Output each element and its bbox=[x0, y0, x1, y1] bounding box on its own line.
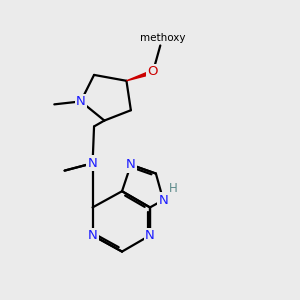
Text: N: N bbox=[145, 229, 155, 242]
Text: N: N bbox=[88, 157, 98, 170]
Text: O: O bbox=[148, 65, 158, 79]
Polygon shape bbox=[126, 70, 154, 81]
Text: N: N bbox=[158, 194, 168, 207]
Text: H: H bbox=[169, 182, 178, 195]
Text: N: N bbox=[126, 158, 136, 171]
Text: methoxy: methoxy bbox=[140, 33, 186, 43]
Text: N: N bbox=[88, 229, 98, 242]
Text: N: N bbox=[76, 95, 86, 108]
